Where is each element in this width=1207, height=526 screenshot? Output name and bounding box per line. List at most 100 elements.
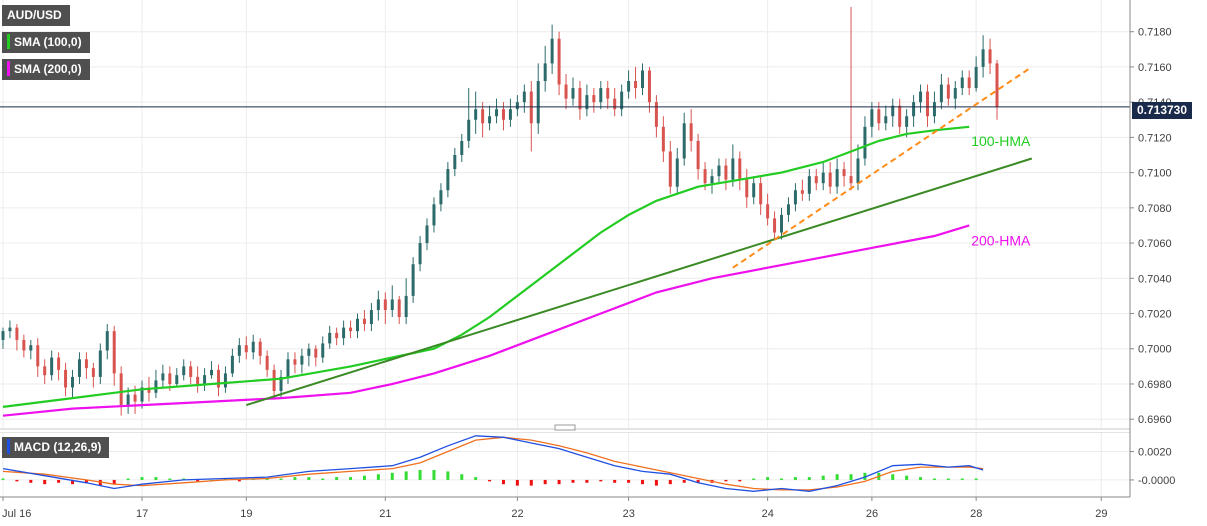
macd-histogram-bar (766, 477, 770, 480)
candle-body (196, 376, 200, 384)
candle-body (495, 109, 499, 117)
candle-body (710, 176, 714, 184)
macd-histogram-bar (807, 477, 811, 480)
candle-body (960, 77, 964, 89)
candle-body (356, 318, 360, 332)
legend-sma100-label: SMA (100,0) (14, 35, 82, 49)
candle (216, 364, 220, 397)
macd-histogram-bar (905, 475, 909, 480)
candle-body (835, 169, 839, 187)
candle (814, 169, 818, 191)
hma100-line (2, 125, 970, 408)
macd-histogram-bar (376, 474, 380, 480)
candle-body (550, 38, 554, 64)
candle-body (154, 380, 158, 393)
macd-histogram-bar (891, 474, 895, 480)
candle-body (912, 102, 916, 117)
candle (432, 197, 436, 233)
panel-resize-handle (554, 424, 576, 431)
candle-body (640, 70, 644, 89)
candle (967, 70, 971, 96)
legend-sma100[interactable]: SMA (100,0) (2, 32, 90, 53)
candle (439, 183, 443, 212)
candle (300, 348, 304, 374)
candle (258, 338, 262, 365)
macd-histogram-bar (460, 474, 464, 480)
candle (328, 325, 332, 349)
candle-body (251, 341, 255, 353)
candle-body (967, 77, 971, 89)
candle-body (404, 295, 408, 318)
candle (606, 81, 610, 110)
candle (974, 56, 978, 92)
candle-body (682, 123, 686, 159)
candle-body (578, 88, 582, 110)
candle (112, 325, 116, 386)
legend-sma200[interactable]: SMA (200,0) (2, 59, 90, 80)
candle-body (599, 88, 603, 103)
candle-body (724, 165, 728, 180)
candle-body (703, 169, 707, 184)
candle (488, 105, 492, 131)
candle (265, 350, 269, 377)
macd-histogram-bar (627, 479, 631, 483)
candle (654, 95, 658, 138)
candle-body (508, 109, 512, 120)
macd-histogram-bar (793, 477, 797, 480)
macd-histogram-bar (154, 477, 158, 480)
legend-macd-label: MACD (12,26,9) (14, 440, 102, 454)
macd-histogram-bar (668, 479, 672, 485)
candle (404, 278, 408, 325)
legend-sma200-label: SMA (200,0) (14, 62, 82, 76)
candle-body (84, 359, 88, 369)
candle (105, 324, 109, 360)
macd-histogram-bar (863, 472, 867, 480)
candle (932, 91, 936, 124)
legend-symbol[interactable]: AUD/USD (2, 5, 70, 26)
candle (717, 158, 721, 184)
candle (766, 193, 770, 226)
macd-histogram-bar (182, 478, 186, 480)
candle-body (189, 366, 193, 377)
candle-body (244, 345, 248, 353)
main-plot-area (0, 0, 1130, 428)
candle (335, 327, 339, 346)
x-tick-label: 21 (379, 508, 391, 520)
candle-body (147, 387, 151, 393)
legend-macd[interactable]: MACD (12,26,9) (2, 437, 110, 458)
candle (84, 352, 88, 379)
candle-body (564, 84, 568, 99)
candle-body (988, 49, 992, 64)
x-tick-label: 28 (970, 508, 982, 520)
macd-histogram-bar (932, 478, 936, 480)
candle (356, 313, 360, 339)
candle-body (140, 387, 144, 402)
candle-body (77, 359, 81, 377)
macd-histogram-bar (780, 478, 784, 480)
candle (710, 169, 714, 194)
macd-histogram-bar (585, 479, 589, 483)
candle-body (849, 176, 853, 184)
candle (77, 352, 81, 384)
candle-body (91, 368, 95, 377)
macd-grid (0, 433, 1130, 497)
macd-histogram-bar (335, 477, 339, 480)
candle (800, 179, 804, 201)
candle-body (738, 158, 742, 180)
candle (738, 151, 742, 191)
candle (953, 81, 957, 110)
candle (592, 88, 596, 113)
sma200-swatch (7, 61, 10, 76)
candle (870, 102, 874, 138)
legend-symbol-label: AUD/USD (7, 8, 62, 22)
macd-histogram-bar (112, 479, 116, 485)
candle (522, 84, 526, 113)
candle (613, 88, 617, 117)
candle (22, 334, 26, 358)
candle-body (870, 109, 874, 127)
candle (286, 352, 290, 384)
candle-body (717, 165, 721, 177)
candle-body (557, 38, 561, 85)
macd-histogram-bar (418, 469, 422, 480)
